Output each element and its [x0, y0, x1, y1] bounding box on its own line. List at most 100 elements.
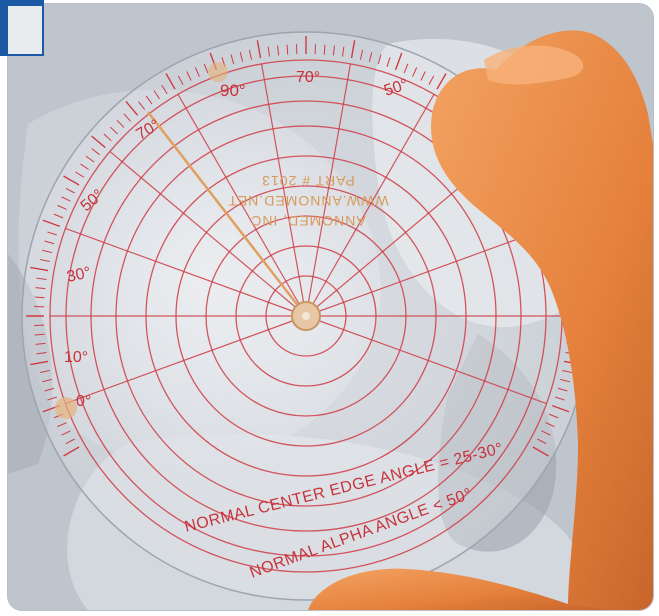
- tick-190: [30, 360, 49, 366]
- spoke-20: [305, 227, 547, 317]
- tick-170: [30, 266, 49, 272]
- tick-122: [161, 85, 168, 95]
- tick-168: [39, 258, 50, 263]
- tick--14: [560, 378, 571, 383]
- tick-176: [34, 296, 45, 299]
- tick-112: [203, 63, 209, 74]
- tick--22: [548, 413, 559, 419]
- tick-188: [36, 351, 47, 355]
- maker-inscription: ANNOMED, INC WWW.ANNOMED.NET PART # 2013: [227, 173, 388, 229]
- tick-164: [44, 240, 55, 245]
- tick-84: [332, 45, 335, 56]
- tick-204: [57, 422, 67, 428]
- tick-192: [39, 369, 50, 374]
- tick-96: [277, 45, 280, 56]
- tick-206: [61, 430, 71, 436]
- tick-82: [341, 46, 345, 57]
- tick-158: [53, 213, 64, 219]
- angle-label-50-right: 50°: [382, 76, 410, 100]
- angle-label-70-top: 70°: [296, 69, 320, 86]
- maker-website: WWW.ANNOMED.NET: [227, 193, 388, 209]
- corner-badge-inner: [8, 6, 42, 54]
- tick-150: [63, 175, 80, 186]
- spoke--20: [305, 315, 547, 405]
- tick-126: [145, 95, 153, 105]
- tick-184: [34, 333, 45, 336]
- tick-142: [91, 148, 100, 156]
- tick-62: [428, 75, 435, 85]
- spoke-80: [305, 63, 352, 317]
- tick-140: [91, 135, 106, 149]
- spoke-120: [177, 93, 307, 317]
- fingernail: [484, 45, 584, 85]
- tick-162: [47, 231, 57, 236]
- tick-152: [65, 187, 75, 194]
- tick-78: [359, 49, 364, 60]
- tick-60: [436, 73, 447, 90]
- tick--26: [541, 430, 551, 436]
- tick-128: [138, 101, 146, 110]
- maker-part-number: PART # 2013: [261, 173, 355, 189]
- maker-company: ANNOMED, INC: [250, 213, 365, 229]
- tick-166: [41, 249, 52, 254]
- tick-174: [35, 287, 46, 290]
- tick-138: [103, 133, 112, 142]
- angle-label-90: 90°: [220, 81, 246, 100]
- tick-106: [230, 54, 235, 65]
- tick-80: [350, 40, 356, 59]
- spoke-60: [305, 93, 435, 317]
- tick-156: [57, 204, 67, 210]
- tick-208: [65, 438, 75, 445]
- angle-label-0: 0°: [76, 393, 91, 410]
- spoke-200: [65, 315, 307, 405]
- tick--28: [537, 438, 547, 445]
- tick-118: [177, 75, 184, 85]
- angle-label-30: 30°: [65, 264, 92, 286]
- center-pivot-hole: [302, 312, 310, 320]
- tick-70: [394, 52, 403, 71]
- tick-210: [63, 446, 80, 457]
- photo-scene: 90° 70° 50° 70° 50° 30° 10° 0° ANNOMED, …: [8, 4, 653, 610]
- tick--24: [545, 422, 555, 428]
- tick-98: [267, 46, 271, 57]
- spoke-140: [109, 150, 307, 317]
- tick-72: [386, 57, 391, 67]
- tick-146: [80, 163, 90, 170]
- tick-124: [153, 90, 160, 100]
- tick-116: [186, 71, 192, 81]
- tick-134: [116, 119, 125, 128]
- tick-102: [248, 49, 253, 60]
- tick--12: [562, 369, 573, 374]
- tick-64: [420, 71, 426, 81]
- angle-label-10: 10°: [64, 349, 88, 366]
- tick-120: [165, 73, 176, 90]
- xray-photo: 90° 70° 50° 70° 50° 30° 10° 0° ANNOMED, …: [8, 4, 653, 610]
- top-screw-mark: [208, 62, 228, 82]
- corner-badge: [0, 0, 44, 56]
- left-screw-mark: [55, 397, 77, 419]
- tick-160: [42, 219, 61, 228]
- tick-66: [412, 67, 418, 77]
- tick-154: [61, 196, 71, 202]
- finger-index: [431, 30, 653, 610]
- tick-198: [47, 396, 57, 401]
- tick--16: [557, 387, 568, 392]
- spoke-160: [65, 227, 307, 317]
- tick-130: [125, 101, 139, 116]
- tick-172: [36, 277, 47, 281]
- tick-94: [286, 44, 289, 55]
- tick-186: [35, 342, 46, 345]
- tick-132: [123, 113, 132, 122]
- tick-144: [85, 155, 95, 163]
- tick-86: [323, 44, 326, 55]
- tick-194: [41, 378, 52, 383]
- tick-100: [256, 40, 262, 59]
- thumb: [308, 568, 608, 610]
- tick-104: [239, 51, 244, 62]
- highlighted-spoke: [147, 111, 307, 317]
- tick-196: [44, 387, 55, 392]
- tick-74: [377, 54, 382, 65]
- tick-136: [109, 126, 118, 135]
- hand: [308, 30, 653, 610]
